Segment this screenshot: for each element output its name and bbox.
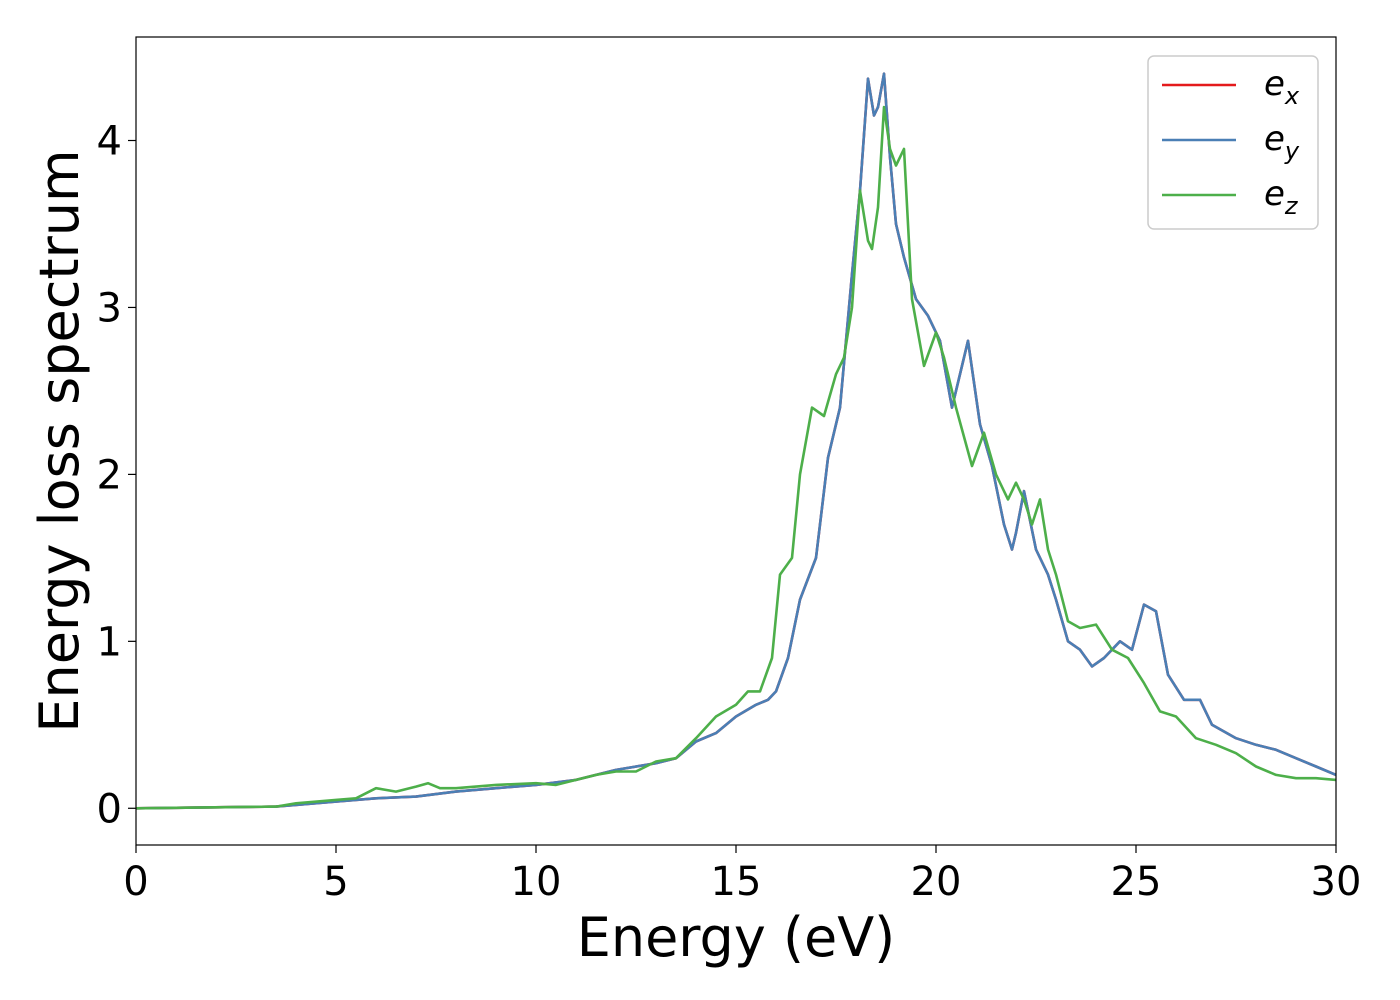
x-tick-label: 20 <box>911 859 962 905</box>
legend-label-ey: ey <box>1264 119 1300 165</box>
x-axis: 0 5 10 15 20 25 30 <box>123 845 1361 905</box>
y-tick-label: 0 <box>97 786 122 832</box>
y-tick-label: 1 <box>97 619 122 665</box>
x-tick-label: 10 <box>511 859 562 905</box>
y-tick-label: 4 <box>97 119 122 165</box>
y-axis: 0 1 2 3 4 <box>97 119 136 832</box>
x-tick-label: 25 <box>1111 859 1162 905</box>
series-layer <box>136 72 1336 810</box>
series-line-ey <box>136 72 1336 810</box>
x-tick-label: 30 <box>1311 859 1362 905</box>
series-line-ez <box>136 105 1336 810</box>
y-tick-label: 3 <box>97 285 122 331</box>
y-axis-title: Energy loss spectrum <box>28 149 91 732</box>
x-tick-label: 0 <box>123 859 148 905</box>
y-tick-label: 2 <box>97 452 122 498</box>
x-tick-label: 15 <box>711 859 762 905</box>
legend-box <box>1147 55 1319 230</box>
x-tick-label: 5 <box>323 859 348 905</box>
legend-label-ex: ex <box>1264 64 1300 110</box>
x-axis-title: Energy (eV) <box>577 906 896 969</box>
